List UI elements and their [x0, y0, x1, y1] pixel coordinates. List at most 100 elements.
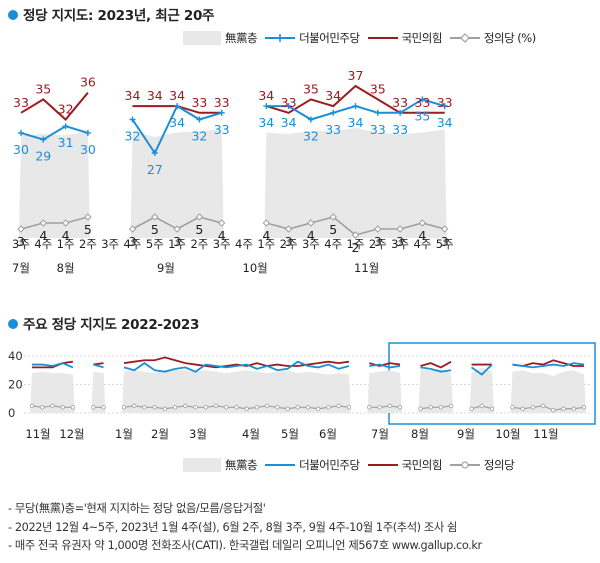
legend-label: 더불어민주당 [299, 31, 360, 45]
dp-value-label: 31 [58, 135, 74, 150]
dp-point [397, 109, 404, 116]
x-month-label: 1월 [115, 427, 133, 441]
ppp-value-label: 37 [348, 68, 364, 83]
x-tick-label: 3주 [101, 237, 119, 251]
dp-line [93, 363, 104, 369]
x-tick-label: 1주 [347, 237, 365, 251]
nonpartisan-area [91, 371, 106, 413]
legend-label: 無黨층 [225, 31, 258, 45]
dp-point [419, 96, 426, 103]
footnote-3: - 매주 전국 유권자 약 1,000명 전화조사(CATI). 한국갤럽 데일… [8, 539, 482, 552]
legend-label: 더불어민주당 [299, 458, 360, 472]
justice-point [17, 225, 25, 233]
y-tick-label: 40 [8, 349, 23, 363]
justice-point [203, 405, 208, 410]
justice-point [224, 405, 229, 410]
x-tick-label: 3주 [302, 237, 320, 251]
justice-value-label: 3 [285, 234, 293, 249]
ppp-value-label: 34 [258, 88, 274, 103]
dp-value-label: 29 [35, 149, 51, 164]
justice-point [561, 406, 566, 411]
dp-value-label: 30 [80, 142, 96, 157]
justice-point [285, 406, 290, 411]
x-month-label: 9월 [457, 427, 475, 441]
justice-point [234, 405, 239, 410]
dp-point [307, 116, 314, 123]
justice-value-label: 5 [84, 222, 92, 237]
justice-point [520, 406, 525, 411]
x-month-label: 6월 [319, 427, 337, 441]
justice-point [172, 405, 178, 410]
legend-label: 無黨층 [225, 458, 258, 472]
justice-line-marker-icon [449, 461, 480, 469]
ppp-value-label: 32 [58, 102, 74, 117]
dp-point [330, 109, 337, 116]
justice-point [581, 405, 587, 410]
justice-point [84, 213, 92, 221]
legend-label: 국민의힘 [401, 31, 443, 45]
ppp-line [123, 356, 350, 369]
dp-value-label: 30 [13, 142, 29, 157]
justice-point [307, 219, 315, 227]
month-label: 7월 [12, 261, 30, 275]
ppp-value-label: 33 [281, 95, 297, 110]
x-tick-label: 3주 [391, 237, 409, 251]
dp-line [420, 366, 452, 373]
justice-point [142, 405, 147, 410]
dp-line [32, 362, 74, 369]
justice-point [128, 225, 137, 233]
ppp-line [20, 92, 89, 121]
nonpartisan-area [264, 128, 447, 238]
dp-value-label: 34 [169, 115, 185, 130]
ppp-value-label: 33 [191, 95, 207, 110]
dp-value-label: 34 [258, 115, 274, 130]
dp-point [196, 116, 203, 123]
dp-value-label: 34 [348, 115, 364, 130]
ppp-value-label: 35 [303, 81, 319, 96]
justice-point [61, 219, 70, 227]
ppp-value-label: 34 [169, 88, 185, 103]
ppp-line-icon [367, 37, 398, 39]
dp-point [352, 103, 359, 110]
ppp-value-label: 33 [437, 95, 453, 110]
justice-value-label: 4 [62, 228, 70, 243]
x-tick-label: 1주 [257, 237, 275, 251]
legend-item-ppp: 국민의힘 [367, 457, 443, 473]
legend-item-dp: 더불어민주당 [265, 30, 360, 46]
footnotes: - 무당(無黨)층='현재 지지하는 정당 없음/모름/응답거절' - 2022… [8, 500, 482, 556]
justice-point [326, 405, 331, 410]
justice-value-label: 4 [307, 228, 315, 243]
dp-line-marker-icon [265, 34, 296, 42]
justice-point [275, 405, 280, 410]
justice-point [70, 405, 76, 410]
dp-value-label: 32 [191, 129, 207, 144]
justice-point [217, 219, 226, 227]
ppp-line [420, 360, 452, 369]
x-tick-label: 1주 [57, 237, 75, 251]
x-month-label: 2월 [151, 427, 169, 441]
dp-point [40, 136, 47, 143]
justice-value-label: 4 [218, 228, 226, 243]
justice-point [551, 407, 556, 413]
x-tick-label: 2주 [190, 237, 208, 251]
dp-line [369, 363, 401, 369]
justice-value-label: 5 [195, 222, 203, 237]
x-tick-label: 4주 [413, 237, 431, 251]
justice-value-label: 3 [17, 234, 25, 249]
nonpartisan-area [19, 131, 90, 238]
legend-label: 국민의힘 [401, 458, 443, 472]
justice-point [262, 219, 271, 227]
ppp-value-label: 34 [147, 88, 163, 103]
dp-value-label: 33 [370, 122, 386, 137]
justice-point [284, 225, 293, 233]
justice-point [489, 406, 495, 411]
justice-point [151, 213, 159, 221]
legend-item-justice: 정의당 (%) [449, 30, 536, 46]
dp-point [151, 150, 158, 156]
justice-value-label: 4 [418, 228, 426, 243]
x-tick-label: 4주 [324, 237, 342, 251]
dp-value-label: 35 [414, 108, 430, 123]
justice-point [195, 213, 204, 221]
legend-item-nonpartisan: 無黨층 [183, 30, 258, 46]
justice-point [101, 405, 106, 410]
